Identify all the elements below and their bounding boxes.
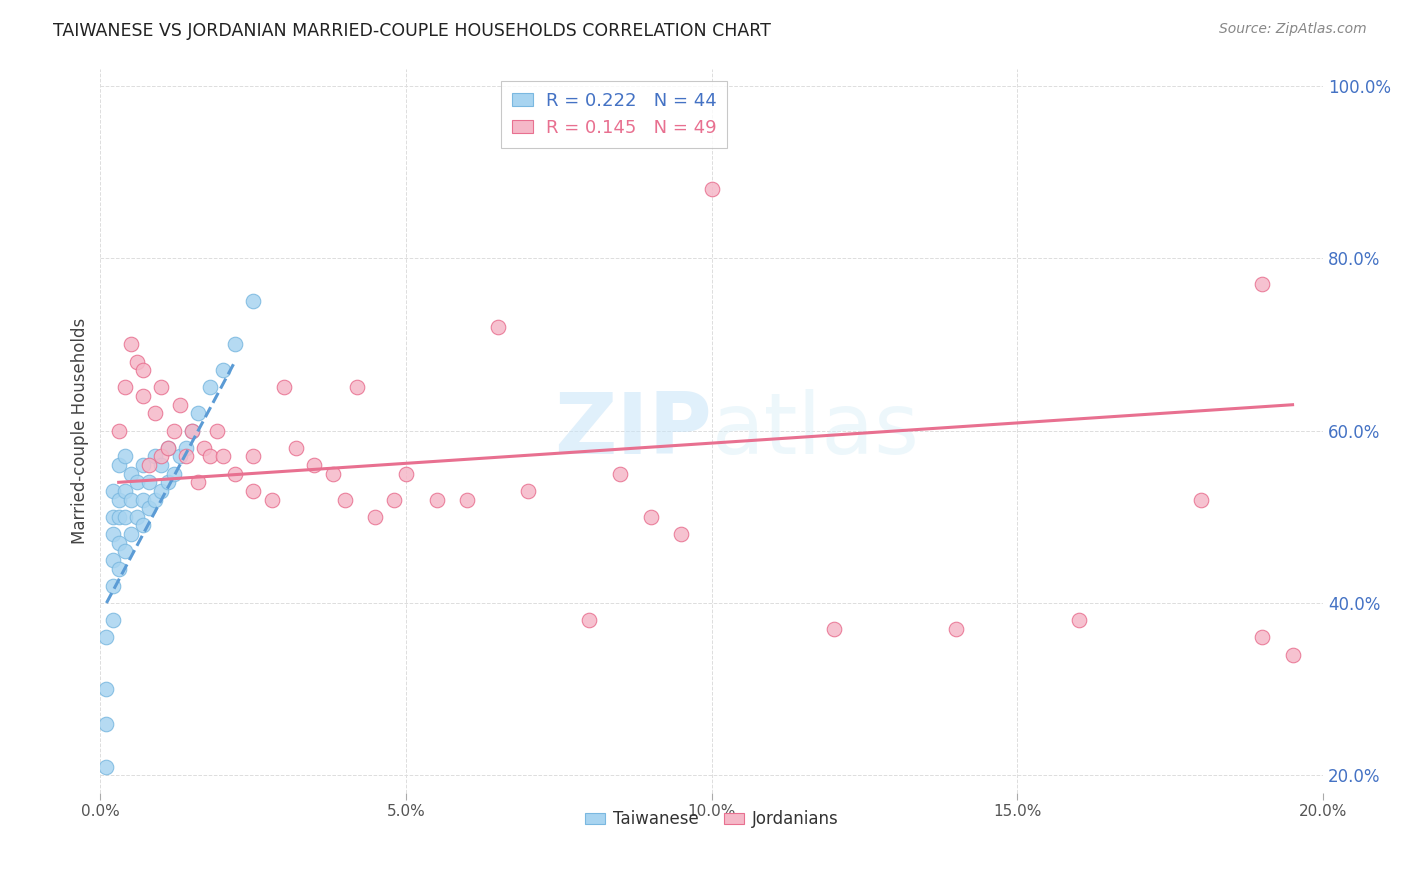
Point	[322, 467, 344, 481]
Point	[823, 622, 845, 636]
Point	[96, 682, 118, 697]
Point	[700, 182, 723, 196]
Point	[114, 380, 136, 394]
Point	[114, 544, 136, 558]
Point	[224, 467, 246, 481]
Point	[395, 467, 418, 481]
Point	[187, 475, 209, 490]
Point	[260, 492, 283, 507]
Point	[426, 492, 449, 507]
Point	[1251, 277, 1274, 291]
Point	[138, 501, 160, 516]
Point	[187, 406, 209, 420]
Point	[578, 613, 600, 627]
Point	[456, 492, 478, 507]
Point	[304, 458, 326, 472]
Point	[132, 363, 155, 377]
Point	[211, 363, 233, 377]
Point	[1067, 613, 1090, 627]
Point	[156, 475, 179, 490]
Point	[145, 450, 167, 464]
Point	[364, 509, 387, 524]
Point	[114, 509, 136, 524]
Point	[107, 492, 129, 507]
Point	[285, 441, 308, 455]
Point	[96, 631, 118, 645]
Point	[114, 450, 136, 464]
Point	[125, 354, 148, 368]
Point	[101, 553, 124, 567]
Point	[211, 450, 233, 464]
Point	[125, 509, 148, 524]
Point	[1189, 492, 1212, 507]
Point	[101, 483, 124, 498]
Point	[132, 458, 155, 472]
Point	[346, 380, 368, 394]
Point	[150, 380, 173, 394]
Point	[181, 424, 204, 438]
Point	[169, 398, 191, 412]
Point	[945, 622, 967, 636]
Point	[169, 450, 191, 464]
Legend: Taiwanese, Jordanians: Taiwanese, Jordanians	[578, 804, 845, 835]
Point	[242, 483, 264, 498]
Point	[273, 380, 295, 394]
Point	[193, 441, 215, 455]
Y-axis label: Married-couple Households: Married-couple Households	[72, 318, 89, 544]
Point	[120, 527, 142, 541]
Point	[181, 424, 204, 438]
Point	[242, 450, 264, 464]
Point	[101, 613, 124, 627]
Text: ZIP: ZIP	[554, 389, 711, 472]
Point	[333, 492, 356, 507]
Point	[107, 509, 129, 524]
Point	[96, 716, 118, 731]
Point	[96, 760, 118, 774]
Point	[107, 458, 129, 472]
Point	[669, 527, 692, 541]
Point	[101, 509, 124, 524]
Point	[156, 441, 179, 455]
Point	[163, 467, 186, 481]
Point	[132, 389, 155, 403]
Point	[150, 483, 173, 498]
Point	[517, 483, 540, 498]
Point	[242, 294, 264, 309]
Text: atlas: atlas	[711, 389, 920, 472]
Point	[107, 561, 129, 575]
Point	[163, 424, 186, 438]
Point	[486, 320, 509, 334]
Point	[224, 337, 246, 351]
Point	[101, 579, 124, 593]
Point	[205, 424, 228, 438]
Text: TAIWANESE VS JORDANIAN MARRIED-COUPLE HOUSEHOLDS CORRELATION CHART: TAIWANESE VS JORDANIAN MARRIED-COUPLE HO…	[53, 22, 772, 40]
Point	[145, 406, 167, 420]
Point	[125, 475, 148, 490]
Text: Source: ZipAtlas.com: Source: ZipAtlas.com	[1219, 22, 1367, 37]
Point	[174, 441, 197, 455]
Point	[132, 518, 155, 533]
Point	[382, 492, 405, 507]
Point	[120, 492, 142, 507]
Point	[138, 475, 160, 490]
Point	[138, 458, 160, 472]
Point	[150, 450, 173, 464]
Point	[200, 380, 222, 394]
Point	[200, 450, 222, 464]
Point	[120, 467, 142, 481]
Point	[1281, 648, 1303, 662]
Point	[107, 424, 129, 438]
Point	[156, 441, 179, 455]
Point	[145, 492, 167, 507]
Point	[107, 535, 129, 549]
Point	[120, 337, 142, 351]
Point	[101, 527, 124, 541]
Point	[609, 467, 631, 481]
Point	[640, 509, 662, 524]
Point	[1251, 631, 1274, 645]
Point	[150, 458, 173, 472]
Point	[174, 450, 197, 464]
Point	[132, 492, 155, 507]
Point	[114, 483, 136, 498]
